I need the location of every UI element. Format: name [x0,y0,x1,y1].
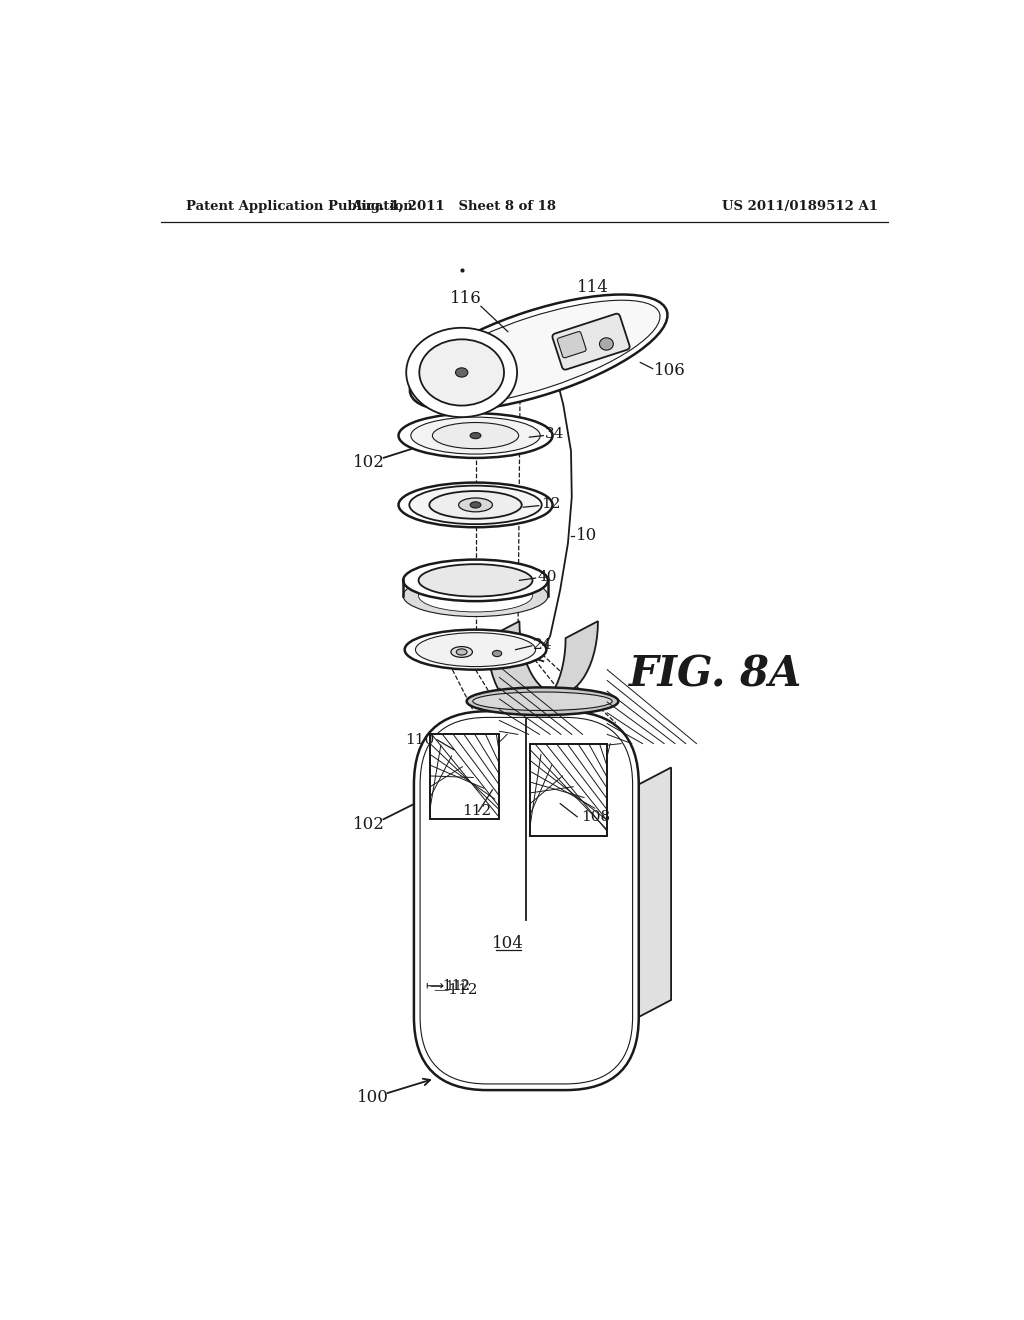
Bar [430,734,500,818]
Polygon shape [639,767,671,1016]
Ellipse shape [459,498,493,512]
Ellipse shape [398,483,553,527]
Text: US 2011/0189512 A1: US 2011/0189512 A1 [723,199,879,213]
Ellipse shape [473,692,612,710]
Text: 110: 110 [406,733,435,747]
Ellipse shape [410,486,542,524]
Ellipse shape [419,339,504,405]
Polygon shape [487,622,598,711]
Ellipse shape [470,502,481,508]
FancyBboxPatch shape [414,711,639,1090]
Ellipse shape [470,433,481,438]
Ellipse shape [404,630,547,669]
Text: 102: 102 [353,454,385,471]
Text: 102: 102 [353,816,385,833]
Bar [530,743,607,836]
Ellipse shape [411,417,541,454]
Text: 106: 106 [654,362,686,379]
Ellipse shape [451,647,472,657]
FancyBboxPatch shape [557,331,586,358]
Ellipse shape [403,560,548,601]
Ellipse shape [398,413,553,458]
FancyBboxPatch shape [552,314,630,370]
Ellipse shape [456,368,468,378]
Text: 40: 40 [538,569,557,583]
Text: 104: 104 [492,936,524,952]
Text: 108: 108 [581,809,610,824]
Ellipse shape [457,649,467,655]
Bar [530,743,607,836]
Ellipse shape [419,564,532,597]
Ellipse shape [416,632,536,667]
Ellipse shape [410,294,668,411]
Ellipse shape [599,338,613,350]
Text: 24: 24 [534,638,553,652]
Text: 34: 34 [545,428,564,441]
Bar [530,743,607,836]
Text: —112: —112 [433,983,477,997]
Ellipse shape [432,422,518,449]
Ellipse shape [493,651,502,656]
Text: 12: 12 [541,498,560,511]
Text: 116: 116 [450,290,481,308]
Ellipse shape [429,491,521,519]
Bar [430,734,500,818]
Text: FIG. 8A: FIG. 8A [629,653,803,696]
Ellipse shape [419,579,532,612]
Text: 10: 10 [575,527,597,544]
Text: $\longmapsto$112: $\longmapsto$112 [423,979,470,993]
Bar [430,734,500,818]
Ellipse shape [467,688,618,715]
Text: —112: —112 [429,979,470,993]
Ellipse shape [403,576,548,616]
Text: 112: 112 [462,804,490,818]
Text: Patent Application Publication: Patent Application Publication [186,199,413,213]
Ellipse shape [407,327,517,417]
Text: 114: 114 [577,280,608,296]
Text: Aug. 4, 2011   Sheet 8 of 18: Aug. 4, 2011 Sheet 8 of 18 [351,199,556,213]
Text: 100: 100 [357,1089,389,1106]
Ellipse shape [418,300,660,405]
